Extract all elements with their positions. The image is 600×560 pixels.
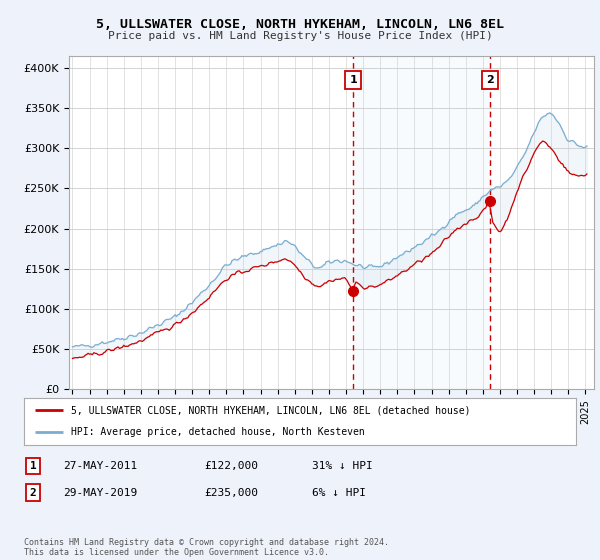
Text: 27-MAY-2011: 27-MAY-2011: [63, 461, 137, 471]
Text: 1: 1: [29, 461, 37, 471]
Text: 2: 2: [29, 488, 37, 498]
Bar: [353, 56, 490, 389]
Text: £122,000: £122,000: [204, 461, 258, 471]
Text: 6% ↓ HPI: 6% ↓ HPI: [312, 488, 366, 498]
Text: 29-MAY-2019: 29-MAY-2019: [63, 488, 137, 498]
Text: HPI: Average price, detached house, North Kesteven: HPI: Average price, detached house, Nort…: [71, 427, 365, 437]
Text: £235,000: £235,000: [204, 488, 258, 498]
Text: 1: 1: [349, 75, 357, 85]
Text: Price paid vs. HM Land Registry's House Price Index (HPI): Price paid vs. HM Land Registry's House …: [107, 31, 493, 41]
Text: 31% ↓ HPI: 31% ↓ HPI: [312, 461, 373, 471]
Text: 2: 2: [486, 75, 494, 85]
Text: 5, ULLSWATER CLOSE, NORTH HYKEHAM, LINCOLN, LN6 8EL (detached house): 5, ULLSWATER CLOSE, NORTH HYKEHAM, LINCO…: [71, 405, 470, 416]
Text: Contains HM Land Registry data © Crown copyright and database right 2024.
This d: Contains HM Land Registry data © Crown c…: [24, 538, 389, 557]
Text: 5, ULLSWATER CLOSE, NORTH HYKEHAM, LINCOLN, LN6 8EL: 5, ULLSWATER CLOSE, NORTH HYKEHAM, LINCO…: [96, 18, 504, 31]
